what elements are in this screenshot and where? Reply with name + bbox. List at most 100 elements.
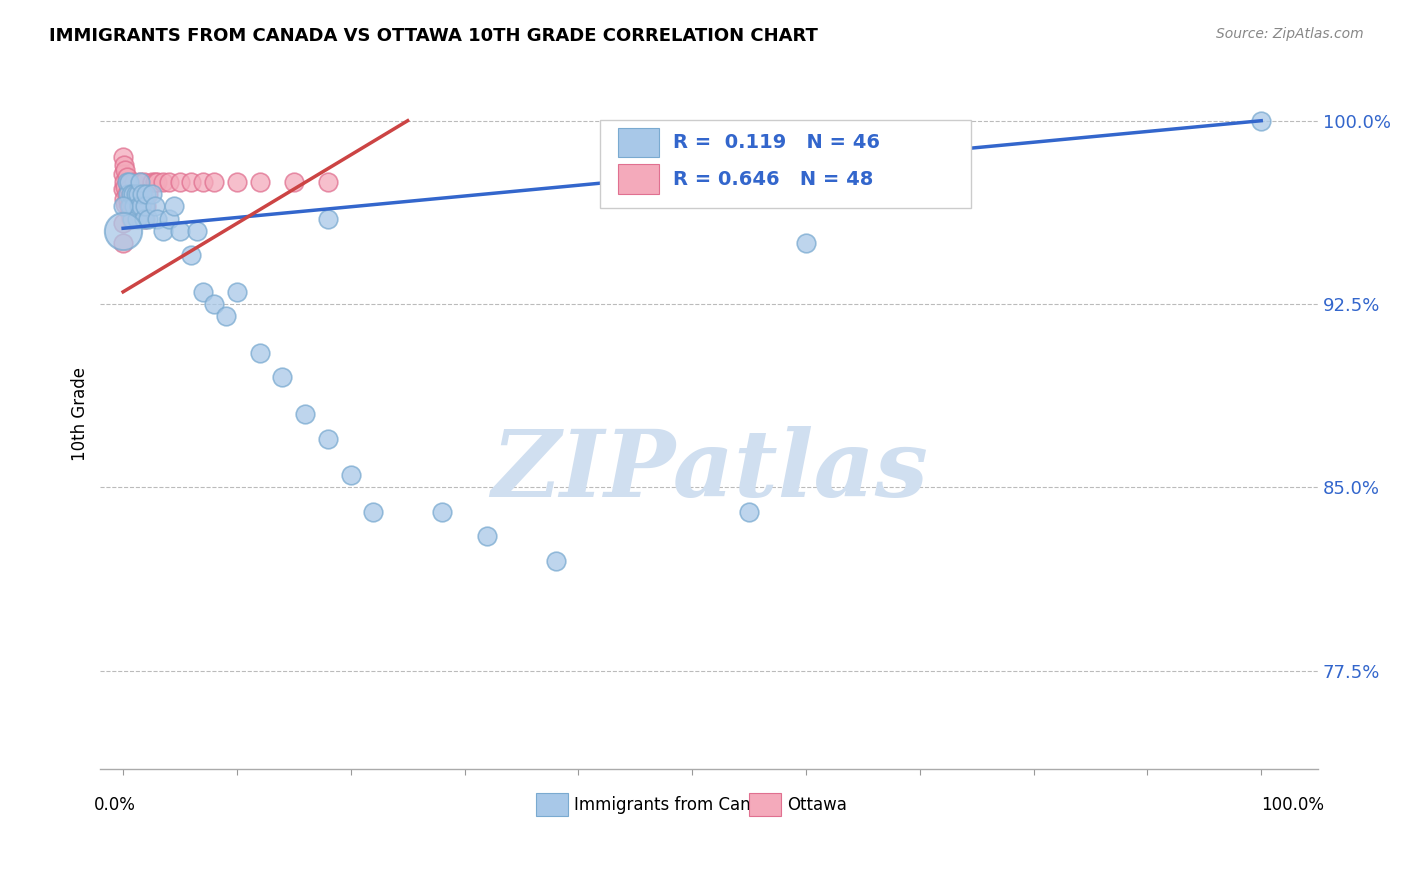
Point (794, 235, 817, 250)
Point (129, 175, 152, 189)
Point (202, 297, 225, 311)
Point (169, 175, 191, 189)
Point (120, 187, 142, 202)
Point (125, 211, 148, 226)
Point (136, 187, 159, 202)
Point (118, 206, 141, 220)
Point (114, 179, 136, 194)
Point (118, 175, 141, 189)
FancyBboxPatch shape (599, 120, 972, 209)
Point (363, 505, 385, 519)
Point (128, 199, 150, 213)
Point (117, 194, 139, 209)
Point (316, 211, 339, 226)
Text: IMMIGRANTS FROM CANADA VS OTTAWA 10TH GRADE CORRELATION CHART: IMMIGRANTS FROM CANADA VS OTTAWA 10TH GR… (49, 27, 818, 45)
Point (122, 187, 145, 202)
Point (191, 175, 214, 189)
Point (131, 199, 153, 213)
Point (1250, 113, 1272, 128)
Point (124, 199, 146, 213)
Point (124, 199, 146, 213)
Point (112, 235, 135, 250)
Point (112, 182, 135, 196)
FancyBboxPatch shape (617, 164, 659, 194)
Point (191, 285, 214, 299)
Text: Immigrants from Canada: Immigrants from Canada (574, 796, 782, 814)
Point (544, 554, 567, 568)
Point (135, 199, 157, 213)
Text: 100.0%: 100.0% (1261, 796, 1324, 814)
Point (117, 187, 139, 202)
Y-axis label: 10th Grade: 10th Grade (72, 368, 89, 461)
Point (128, 187, 150, 202)
Point (121, 199, 143, 213)
Point (112, 216, 135, 230)
Point (132, 211, 155, 226)
Point (124, 187, 146, 202)
Point (146, 175, 169, 189)
Point (152, 224, 174, 238)
Point (738, 505, 761, 519)
Point (249, 346, 271, 360)
Point (131, 199, 153, 213)
Text: Ottawa: Ottawa (787, 796, 846, 814)
Point (118, 199, 141, 213)
Point (430, 505, 453, 519)
Point (283, 175, 305, 189)
Point (271, 370, 294, 384)
Point (152, 175, 174, 189)
Point (163, 199, 186, 213)
Point (124, 175, 146, 189)
Point (115, 175, 138, 189)
Point (112, 168, 135, 182)
FancyBboxPatch shape (617, 128, 659, 157)
Point (157, 175, 180, 189)
Text: R = 0.646   N = 48: R = 0.646 N = 48 (672, 169, 873, 189)
FancyBboxPatch shape (749, 793, 782, 816)
Text: 0.0%: 0.0% (94, 796, 136, 814)
Point (114, 162, 136, 177)
Point (180, 248, 202, 262)
Point (131, 187, 153, 202)
Point (143, 175, 166, 189)
Point (202, 175, 225, 189)
Point (112, 192, 135, 206)
Point (157, 211, 180, 226)
Point (143, 199, 166, 213)
Point (141, 187, 163, 202)
Point (316, 432, 339, 446)
Point (226, 175, 249, 189)
Point (226, 285, 249, 299)
Point (112, 150, 135, 164)
Point (129, 175, 152, 189)
Point (117, 178, 139, 192)
Point (122, 187, 145, 202)
Point (169, 224, 191, 238)
Point (112, 199, 135, 213)
Point (131, 187, 153, 202)
Point (118, 182, 141, 196)
Point (294, 407, 316, 421)
Point (112, 224, 135, 238)
Point (180, 175, 202, 189)
Text: R =  0.119   N = 46: R = 0.119 N = 46 (672, 133, 880, 152)
FancyBboxPatch shape (536, 793, 568, 816)
Point (127, 199, 149, 213)
Text: ZIPatlas: ZIPatlas (491, 425, 928, 516)
Point (141, 175, 163, 189)
Point (186, 224, 208, 238)
Point (115, 187, 138, 202)
Point (477, 529, 499, 543)
Point (127, 187, 149, 202)
Point (249, 175, 271, 189)
Point (120, 211, 142, 226)
Point (316, 175, 339, 189)
Point (125, 187, 148, 202)
Point (136, 211, 159, 226)
Point (118, 189, 141, 203)
Point (134, 211, 156, 226)
Point (118, 199, 141, 213)
Point (114, 197, 136, 211)
Point (339, 468, 361, 483)
Point (135, 187, 157, 202)
